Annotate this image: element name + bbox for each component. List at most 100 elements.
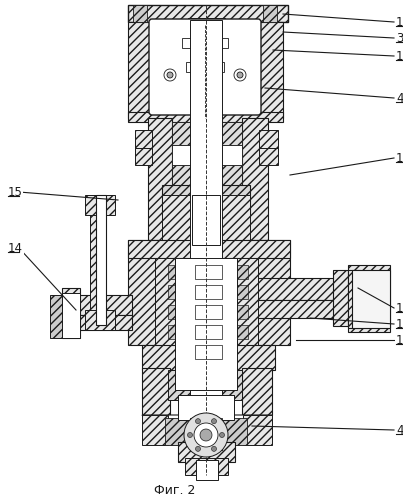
Bar	[220, 305, 248, 319]
Bar	[178, 442, 235, 462]
Bar	[90, 195, 100, 325]
Bar	[85, 310, 115, 330]
Bar	[243, 415, 272, 445]
Bar	[170, 210, 245, 232]
Bar	[133, 5, 147, 22]
Bar	[135, 148, 152, 165]
Bar	[162, 195, 192, 245]
Text: 39: 39	[396, 32, 403, 44]
Bar	[75, 295, 132, 315]
Bar	[142, 345, 275, 370]
Circle shape	[184, 413, 228, 457]
Bar	[168, 285, 195, 299]
Bar	[172, 122, 242, 145]
Text: 12: 12	[396, 152, 403, 164]
Bar	[188, 18, 225, 30]
Bar	[195, 345, 222, 359]
Circle shape	[212, 446, 216, 452]
Bar	[259, 130, 278, 148]
Bar	[190, 20, 222, 450]
Bar	[62, 288, 80, 338]
Bar	[142, 415, 168, 445]
Text: 14: 14	[8, 242, 23, 254]
Bar	[168, 265, 195, 279]
Bar	[96, 195, 106, 325]
Text: 16: 16	[396, 334, 403, 346]
Bar	[197, 25, 215, 445]
Bar	[178, 395, 234, 420]
Bar	[175, 258, 237, 390]
Bar	[220, 325, 248, 339]
Bar	[148, 118, 172, 240]
Bar	[168, 305, 195, 319]
Bar	[162, 185, 250, 215]
Circle shape	[167, 72, 173, 78]
Bar	[75, 315, 132, 330]
Bar	[50, 295, 65, 338]
Bar	[247, 278, 340, 300]
Polygon shape	[142, 415, 272, 445]
Bar	[135, 130, 152, 148]
Bar	[128, 5, 288, 22]
Text: 15: 15	[8, 186, 23, 198]
Bar	[258, 22, 283, 118]
Bar	[198, 462, 216, 478]
Bar	[142, 368, 170, 415]
Bar	[242, 368, 272, 415]
Bar	[195, 305, 222, 319]
Bar	[172, 145, 242, 165]
Bar	[259, 148, 278, 165]
Bar	[263, 5, 277, 22]
Bar	[348, 265, 390, 332]
Bar	[178, 395, 196, 420]
Bar	[168, 370, 242, 400]
Bar	[220, 265, 248, 279]
Circle shape	[187, 432, 193, 438]
Circle shape	[200, 429, 212, 441]
Bar	[242, 118, 268, 240]
Circle shape	[194, 423, 218, 447]
Bar	[220, 345, 248, 359]
Bar	[195, 325, 222, 339]
Bar	[172, 165, 242, 185]
Bar	[158, 30, 178, 50]
Circle shape	[164, 69, 176, 81]
FancyBboxPatch shape	[149, 19, 261, 115]
Text: 13: 13	[396, 318, 403, 330]
Bar	[168, 325, 195, 339]
Circle shape	[234, 69, 246, 81]
Bar	[158, 50, 178, 65]
Text: 41: 41	[396, 92, 403, 104]
Bar	[237, 258, 258, 390]
Bar	[196, 460, 218, 480]
Bar	[128, 22, 152, 118]
Circle shape	[195, 418, 201, 424]
Bar	[352, 270, 390, 328]
Bar	[128, 112, 283, 122]
Bar	[220, 285, 248, 299]
Bar	[128, 240, 168, 345]
Bar	[182, 38, 228, 48]
Bar	[222, 418, 247, 445]
Bar	[218, 395, 234, 420]
Bar	[192, 195, 220, 245]
Circle shape	[237, 72, 243, 78]
Bar	[186, 62, 224, 72]
Bar	[195, 265, 222, 279]
Text: 17: 17	[396, 50, 403, 62]
Text: 10: 10	[396, 16, 403, 28]
Bar	[175, 228, 238, 248]
Bar	[348, 270, 360, 328]
Bar	[195, 285, 222, 299]
Bar	[155, 258, 175, 390]
Bar	[220, 195, 250, 245]
Bar	[247, 300, 340, 318]
Bar	[62, 293, 80, 338]
Bar	[232, 50, 252, 65]
Circle shape	[212, 418, 216, 424]
Text: 11: 11	[396, 302, 403, 314]
Bar	[85, 195, 115, 215]
Circle shape	[220, 432, 224, 438]
Text: Фиг. 2: Фиг. 2	[154, 484, 196, 496]
Bar	[245, 240, 290, 345]
